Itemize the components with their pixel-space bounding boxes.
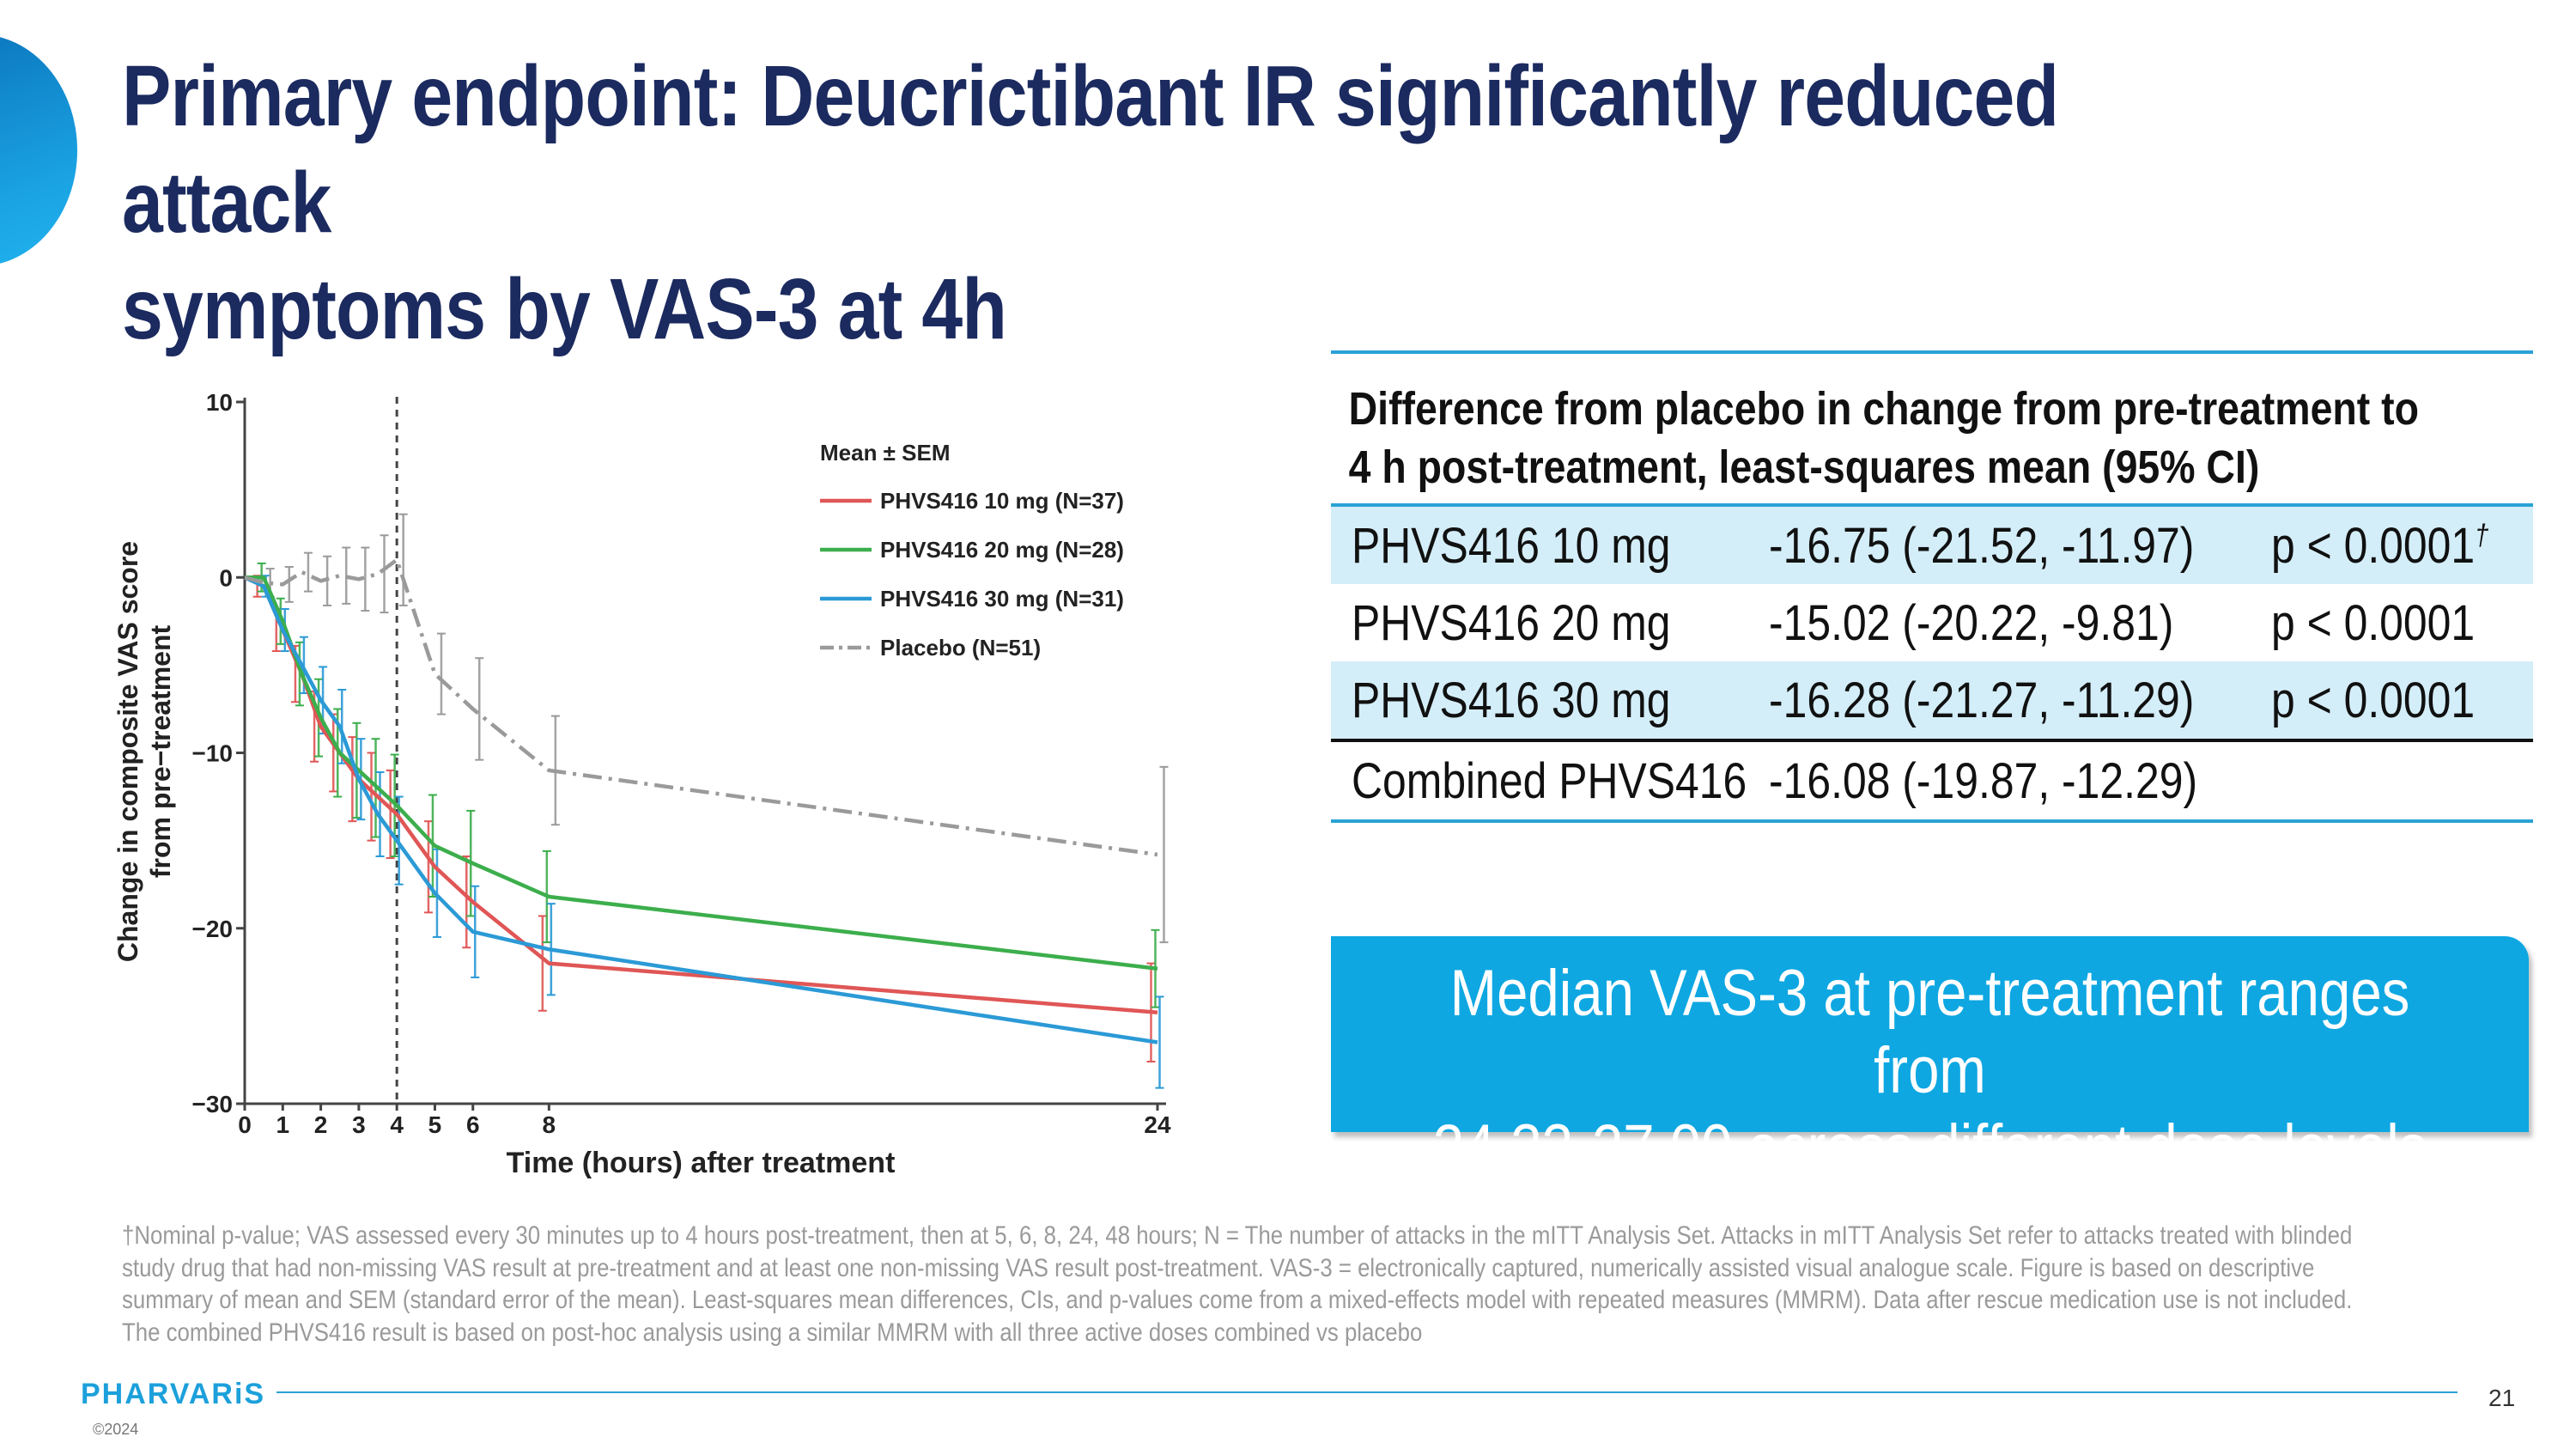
page-title: Primary endpoint: Deucrictibant IR signi… — [122, 43, 2116, 362]
footnote-line: †Nominal p-value; VAS assessed every 30 … — [122, 1221, 2353, 1250]
x-tick-label: 0 — [238, 1111, 252, 1138]
dose-cell: Combined PHVS416 — [1352, 753, 1747, 809]
table-top-rule — [1331, 350, 2533, 354]
title-line-1: Primary endpoint: Deucrictibant IR signi… — [122, 48, 2059, 251]
results-table: Difference from placebo in change from p… — [1331, 350, 2533, 823]
x-tick-label: 24 — [1144, 1111, 1171, 1138]
footnote: †Nominal p-value; VAS assessed every 30 … — [122, 1220, 2485, 1349]
y-tick-label: −10 — [192, 740, 234, 767]
table-header-line-2: 4 h post-treatment, least-squares mean (… — [1348, 441, 2260, 493]
table-bottom-rule — [1331, 819, 2533, 823]
callout-box: Median VAS-3 at pre-treatment ranges fro… — [1331, 936, 2529, 1184]
y-tick-label: 0 — [219, 564, 233, 591]
legend-entry: Placebo (N=51) — [880, 635, 1041, 661]
y-tick-label: −20 — [192, 916, 234, 942]
x-axis-label: Time (hours) after treatment — [507, 1147, 896, 1179]
legend-entry: PHVS416 10 mg (N=37) — [880, 488, 1124, 514]
estimate-cell: -16.75 (-21.52, -11.97) — [1769, 518, 2195, 574]
copyright: ©2024 — [93, 1421, 139, 1438]
footer-rule — [276, 1391, 2458, 1393]
table-row: PHVS416 10 mg -16.75 (-21.52, -11.97) p … — [1331, 507, 2533, 584]
p-value-text: p < 0.0001 — [2271, 518, 2476, 574]
estimate-cell: -15.02 (-20.22, -9.81) — [1769, 595, 2174, 651]
company-logo: PHARVARiS — [81, 1378, 266, 1410]
callout-line-2: 24.33-27.00 across different dose levels — [1432, 1111, 2427, 1184]
legend-entry: PHVS416 30 mg (N=31) — [880, 586, 1124, 612]
table-header: Difference from placebo in change from p… — [1331, 354, 2530, 503]
x-tick-label: 3 — [352, 1111, 366, 1138]
series-line — [245, 575, 1158, 971]
x-tick-label: 1 — [276, 1111, 290, 1138]
table-header-line-1: Difference from placebo in change from p… — [1348, 383, 2419, 435]
p-value-cell: p < 0.0001 — [2271, 595, 2476, 651]
x-tick-label: 2 — [314, 1111, 328, 1138]
dose-cell: PHVS416 20 mg — [1352, 595, 1671, 651]
y-axis-label-line-2: from pre−treatment — [145, 625, 176, 879]
x-tick-label: 8 — [543, 1111, 556, 1138]
estimate-cell: -16.28 (-21.27, -11.29) — [1769, 673, 2195, 728]
dose-cell: PHVS416 30 mg — [1352, 673, 1671, 728]
table-row: PHVS416 30 mg -16.28 (-21.27, -11.29) p … — [1331, 661, 2533, 742]
dagger-mark: † — [2475, 519, 2489, 552]
callout-line-1: Median VAS-3 at pre-treatment ranges fro… — [1449, 957, 2410, 1107]
y-axis-label-line-1: Change in composite VAS score — [112, 541, 143, 962]
y-tick-label: −30 — [192, 1091, 234, 1117]
estimate-cell: -16.08 (-19.87, -12.29) — [1769, 753, 2198, 809]
x-tick-label: 4 — [390, 1111, 404, 1138]
page-number: 21 — [2488, 1385, 2516, 1411]
series-line — [244, 557, 1158, 857]
p-value-cell: p < 0.0001† — [2271, 517, 2488, 575]
y-tick-label: 10 — [206, 389, 233, 416]
dose-cell: PHVS416 10 mg — [1352, 518, 1671, 574]
table-header-rule — [1331, 503, 2533, 507]
legend-entry: PHVS416 20 mg (N=28) — [880, 537, 1124, 563]
x-tick-label: 5 — [428, 1111, 442, 1138]
footnote-line: The combined PHVS416 result is based on … — [122, 1318, 1423, 1347]
p-value-cell: p < 0.0001 — [2271, 673, 2476, 728]
footnote-line: summary of mean and SEM (standard error … — [122, 1286, 2353, 1314]
table-row: Combined PHVS416 -16.08 (-19.87, -12.29) — [1331, 742, 2533, 819]
line-chart: 100−10−20−300 1 2 3 4 5 6 8 24 Mean ± SEMPHVS416… — [112, 389, 1171, 1179]
footnote-line: study drug that had non-missing VAS resu… — [122, 1253, 2315, 1282]
title-line-2: symptoms by VAS-3 at 4h — [122, 261, 1007, 357]
table-row: PHVS416 20 mg -15.02 (-20.22, -9.81) p <… — [1331, 584, 2533, 661]
legend-title: Mean ± SEM — [820, 440, 951, 466]
series-line — [244, 575, 1158, 1044]
x-tick-label: 6 — [466, 1111, 480, 1138]
